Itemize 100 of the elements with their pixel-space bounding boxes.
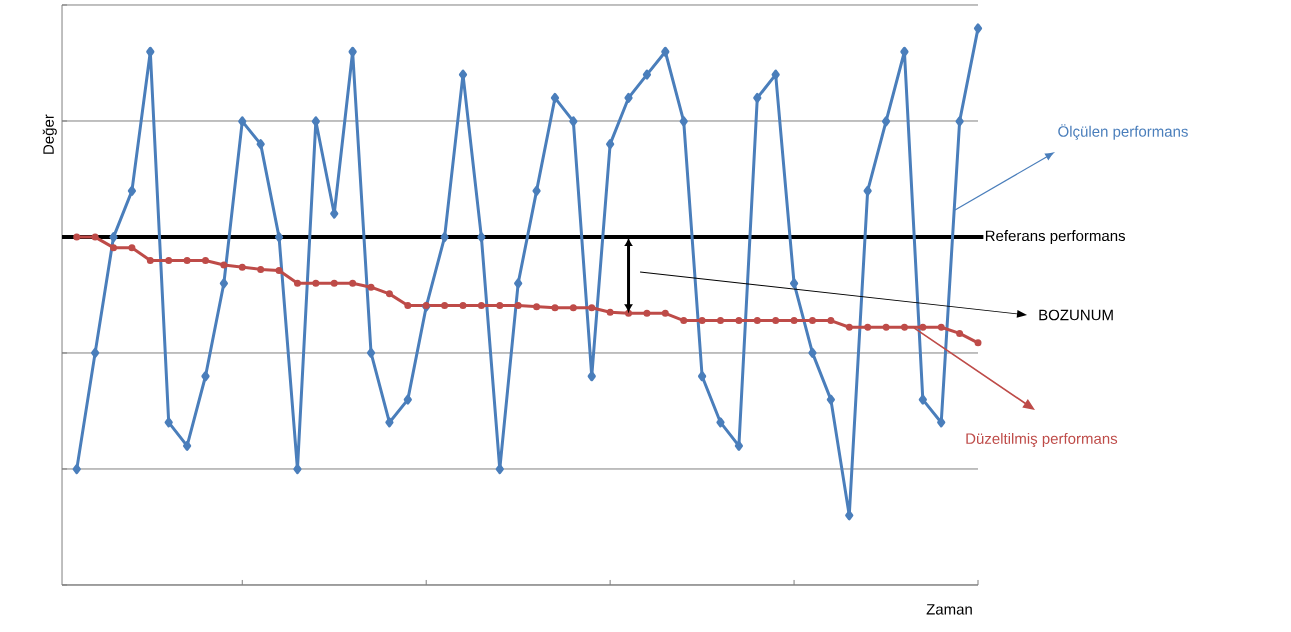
point: [91, 347, 100, 358]
point: [827, 317, 835, 325]
point: [201, 371, 210, 382]
point: [697, 371, 707, 382]
point: [514, 278, 523, 289]
text: Düzeltilmiş performans: [966, 432, 1118, 448]
point: [753, 317, 761, 325]
point: [918, 394, 927, 405]
text: BOZUNUM: [1039, 309, 1113, 321]
point: [257, 265, 265, 273]
point: [366, 347, 376, 358]
point: [680, 317, 688, 325]
point: [771, 69, 780, 80]
point: [348, 46, 357, 57]
point: [182, 440, 192, 451]
point: [110, 244, 118, 252]
point: [864, 323, 872, 331]
point: [881, 116, 891, 127]
point: [311, 116, 320, 127]
point: [974, 339, 982, 347]
ref-line-label: Referans performans: [985, 230, 1126, 245]
point: [128, 244, 136, 252]
point: [201, 256, 209, 264]
point: [900, 323, 908, 331]
point: [753, 92, 762, 103]
point: [458, 69, 468, 80]
point: [919, 323, 927, 331]
point: [790, 317, 798, 325]
point: [404, 302, 412, 310]
point: [789, 278, 799, 289]
point: [532, 185, 541, 196]
point: [109, 232, 118, 243]
point: [661, 309, 669, 317]
point: [349, 279, 357, 287]
point: [826, 394, 835, 405]
point: [937, 417, 946, 428]
point: [882, 323, 890, 331]
point: [477, 302, 485, 310]
point: [533, 303, 541, 311]
point: [587, 371, 596, 382]
point: [808, 347, 817, 358]
point: [863, 185, 872, 196]
point: [550, 92, 560, 103]
point: [642, 69, 652, 80]
point: [220, 261, 228, 269]
point: [734, 440, 744, 451]
point: [165, 256, 173, 264]
point: [496, 302, 504, 310]
point: [238, 263, 246, 271]
point: [293, 279, 301, 287]
point: [569, 116, 578, 127]
point: [569, 304, 577, 312]
point: [275, 267, 283, 275]
text: Ölçülen performans: [1058, 124, 1188, 140]
point: [735, 317, 743, 325]
point: [624, 92, 633, 103]
point: [900, 46, 909, 57]
point: [643, 309, 651, 317]
point: [956, 329, 964, 337]
point: [937, 323, 945, 331]
point: [606, 139, 615, 150]
point: [330, 279, 338, 287]
point: [716, 417, 725, 428]
point: [127, 185, 137, 196]
point: [367, 283, 375, 291]
point: [441, 302, 449, 310]
point: [698, 317, 706, 325]
point: [477, 232, 486, 243]
point: [772, 317, 780, 325]
point: [385, 290, 393, 298]
point: [551, 304, 559, 312]
point: [661, 46, 670, 57]
point: [146, 46, 155, 57]
point: [238, 116, 247, 127]
x-axis-title: Zaman: [926, 604, 972, 615]
point: [183, 256, 191, 264]
point: [72, 464, 81, 475]
point: [679, 116, 688, 127]
y-axis-title: Değer: [42, 114, 57, 154]
point: [312, 279, 320, 287]
point: [146, 256, 154, 264]
point: [973, 23, 983, 34]
point: [73, 233, 81, 241]
point: [403, 394, 412, 405]
point: [717, 317, 724, 325]
point: [91, 233, 99, 241]
point: [440, 232, 449, 243]
point: [606, 308, 614, 316]
point: [274, 232, 284, 243]
point: [845, 510, 854, 521]
point: [219, 278, 229, 289]
point: [955, 116, 964, 127]
point: [256, 139, 265, 150]
point: [385, 417, 394, 428]
point: [293, 464, 302, 475]
point: [808, 317, 816, 325]
point: [514, 302, 522, 310]
point: [588, 304, 596, 312]
point: [459, 302, 467, 310]
point: [845, 323, 853, 331]
